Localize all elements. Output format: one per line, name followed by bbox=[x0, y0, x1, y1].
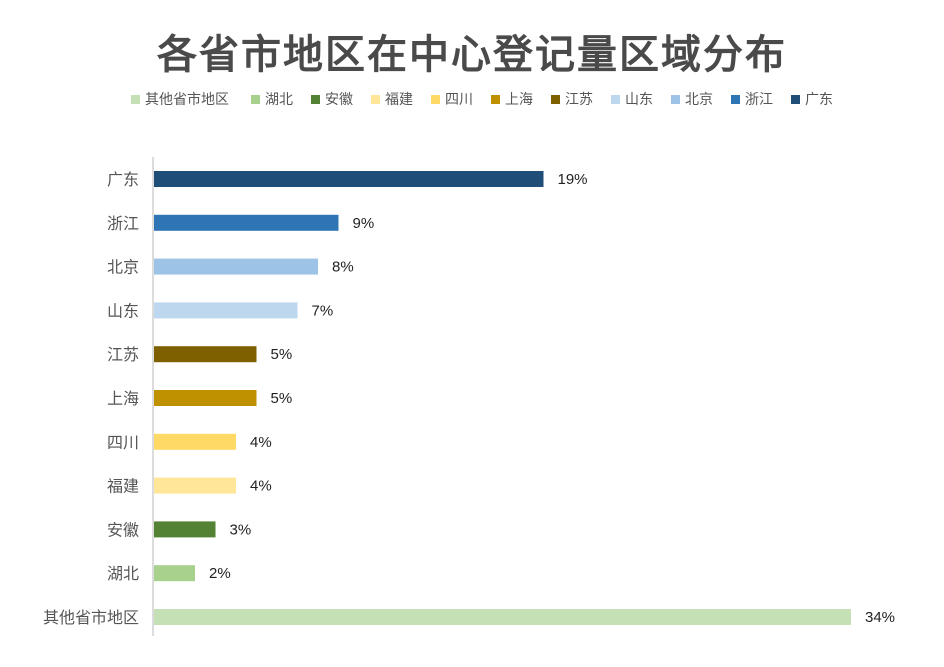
data-label: 4% bbox=[250, 434, 272, 451]
category-label: 广东 bbox=[107, 170, 139, 189]
bar-1 bbox=[154, 214, 339, 231]
legend-label: 广东 bbox=[805, 92, 833, 108]
bar-3 bbox=[154, 302, 298, 319]
data-label: 5% bbox=[271, 390, 293, 407]
category-label: 湖北 bbox=[107, 564, 139, 583]
category-label: 四川 bbox=[107, 433, 139, 452]
data-label: 4% bbox=[250, 478, 272, 495]
legend-swatch bbox=[131, 95, 140, 104]
bar-0 bbox=[154, 171, 544, 187]
bar-2 bbox=[154, 258, 318, 275]
bar-5 bbox=[154, 390, 257, 406]
legend-label: 其他省市地区 bbox=[145, 91, 229, 108]
legend-swatch bbox=[371, 95, 380, 104]
legend-swatch bbox=[671, 95, 680, 104]
data-label: 8% bbox=[332, 259, 354, 276]
data-label: 34% bbox=[865, 609, 895, 626]
legend-swatch bbox=[431, 95, 440, 104]
chart-title: 各省市地区在中心登记量区域分布 bbox=[157, 31, 787, 78]
category-label: 山东 bbox=[107, 301, 139, 320]
legend-label: 上海 bbox=[505, 92, 533, 108]
bar-4 bbox=[154, 346, 257, 363]
legend-swatch bbox=[611, 95, 620, 104]
category-label: 浙江 bbox=[107, 214, 139, 233]
category-label: 江苏 bbox=[107, 345, 139, 364]
category-label: 北京 bbox=[107, 258, 139, 277]
legend-label: 福建 bbox=[385, 92, 413, 108]
legend-label: 四川 bbox=[445, 92, 473, 108]
legend-label: 湖北 bbox=[265, 92, 293, 108]
data-label: 7% bbox=[312, 302, 334, 319]
bars: 广东 19% 浙江 9% 北京 8% 山东 7% 江苏 5% 上海 5% 四川 4% 福建 4% 安徽 3% 湖北 2… bbox=[43, 170, 895, 627]
data-label: 5% bbox=[271, 346, 293, 363]
data-label: 3% bbox=[230, 521, 252, 538]
data-label: 19% bbox=[558, 171, 588, 188]
legend-label: 浙江 bbox=[745, 92, 773, 108]
bar-10 bbox=[154, 609, 851, 625]
legend-swatch bbox=[551, 95, 560, 104]
category-label: 上海 bbox=[107, 389, 139, 408]
legend-swatch bbox=[791, 95, 800, 104]
legend-label: 山东 bbox=[625, 92, 653, 108]
category-label: 其他省市地区 bbox=[43, 608, 139, 627]
legend-label: 安徽 bbox=[325, 92, 353, 108]
legend-label: 江苏 bbox=[565, 92, 593, 108]
category-label: 安徽 bbox=[107, 520, 139, 539]
legend-swatch bbox=[251, 95, 260, 104]
data-label: 2% bbox=[209, 565, 231, 582]
data-label: 9% bbox=[353, 215, 375, 232]
legend: 其他省市地区 湖北 安徽 福建 四川 上海 江苏 山东 北京 浙江 广东 bbox=[131, 91, 833, 108]
legend-label: 北京 bbox=[685, 92, 713, 108]
bar-6 bbox=[154, 433, 236, 450]
legend-swatch bbox=[491, 95, 500, 104]
legend-swatch bbox=[731, 95, 740, 104]
bar-8 bbox=[154, 521, 216, 538]
bar-7 bbox=[154, 477, 236, 494]
legend-swatch bbox=[311, 95, 320, 104]
category-label: 福建 bbox=[107, 477, 139, 496]
bar-9 bbox=[154, 565, 195, 582]
